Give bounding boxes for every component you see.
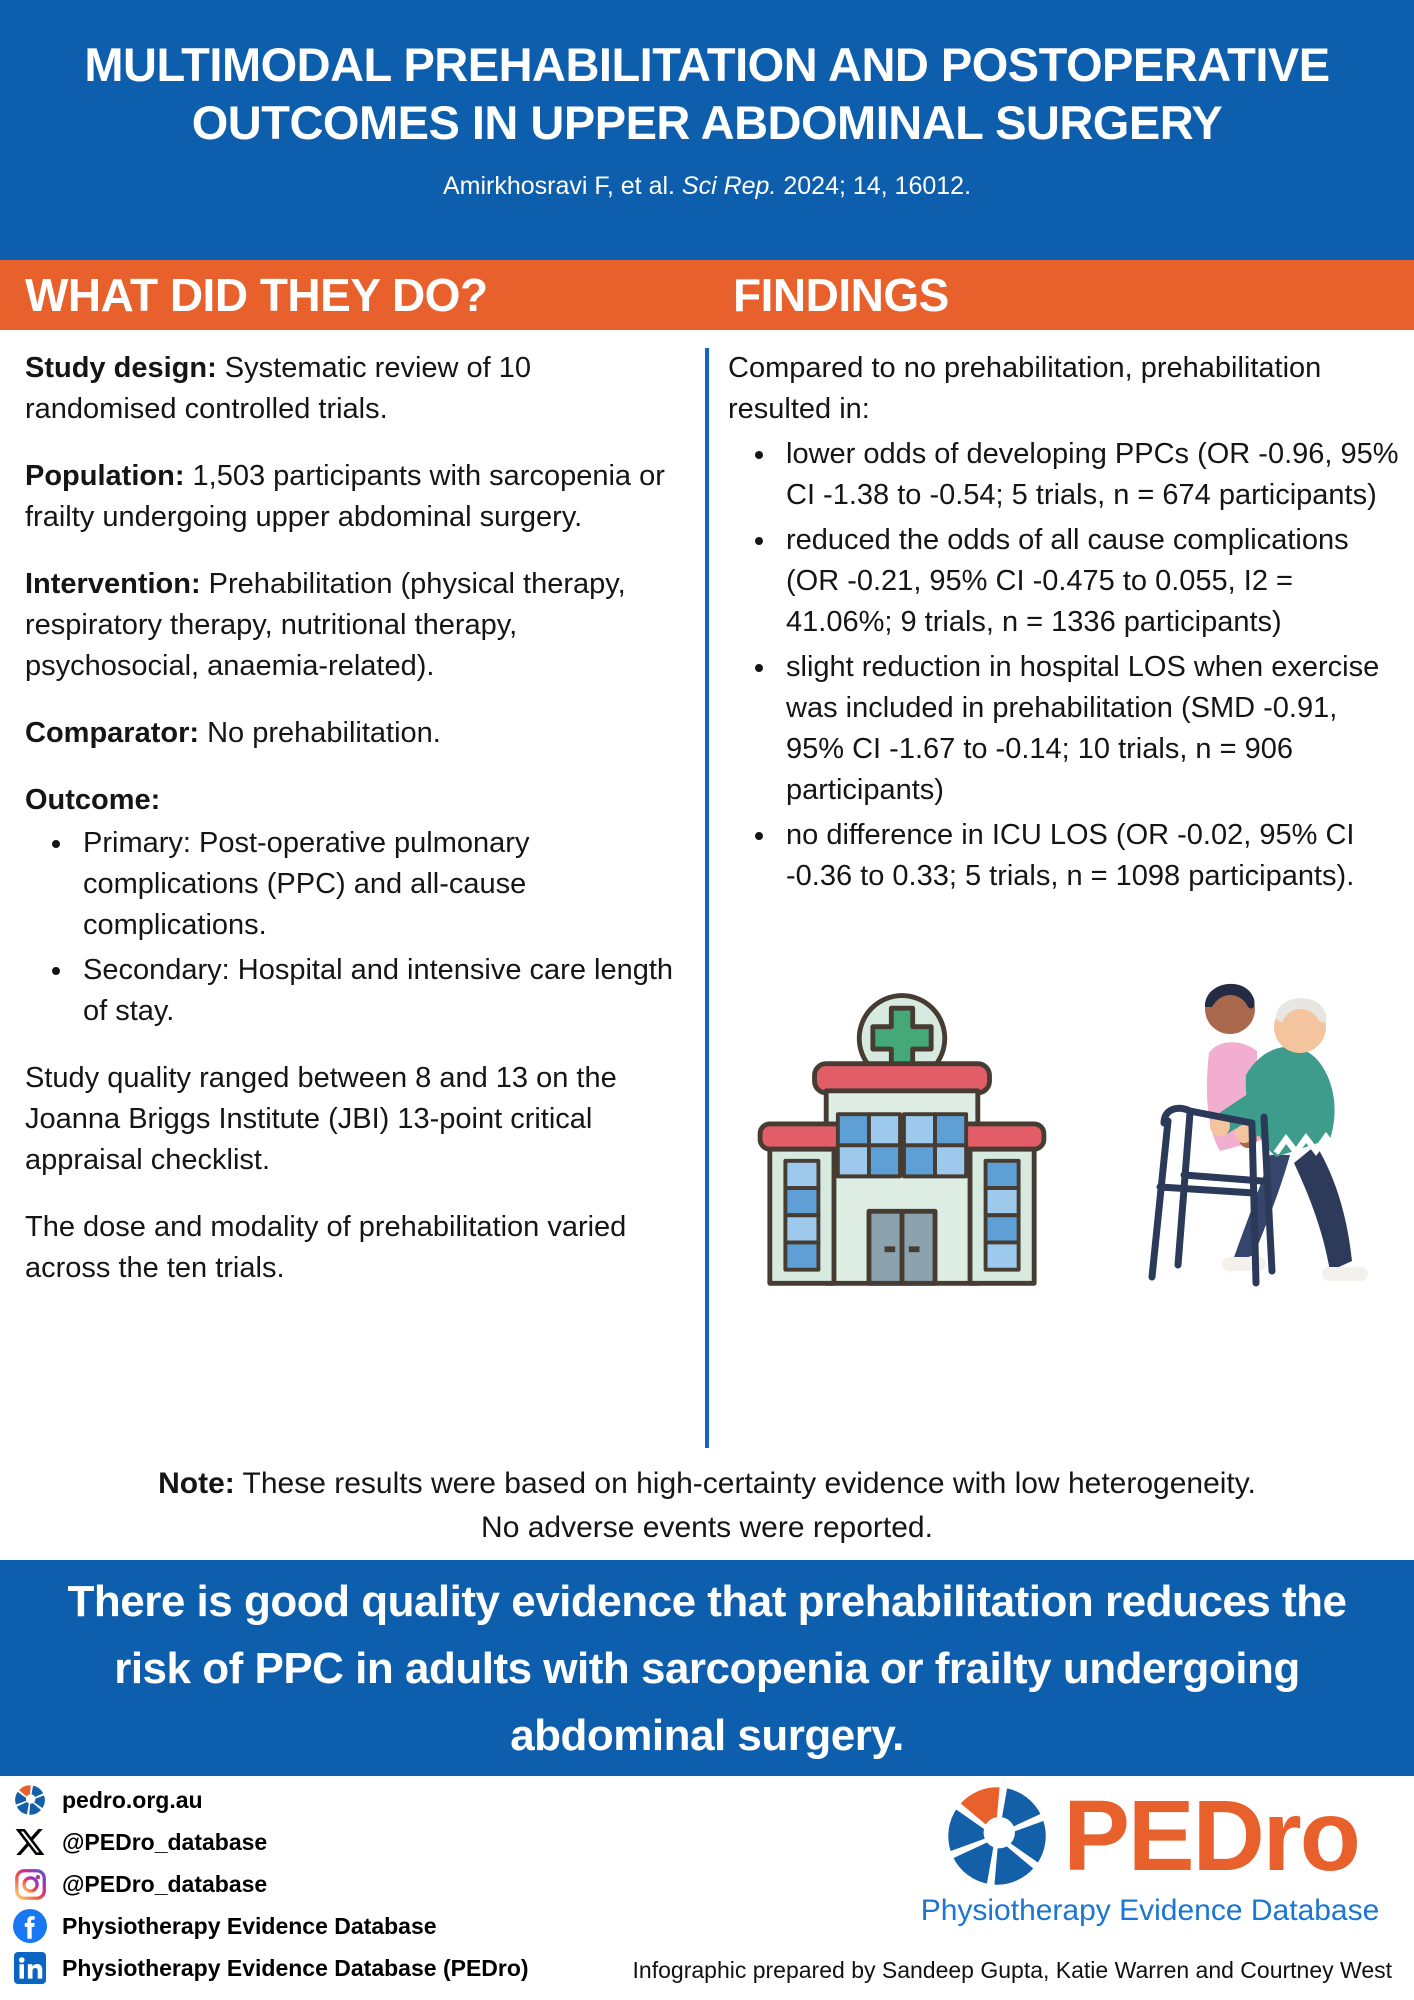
conclusion-text: There is good quality evidence that preh…: [67, 1576, 1347, 1760]
population-paragraph: Population: 1,503 participants with sarc…: [25, 460, 665, 533]
comparator-paragraph: Comparator: No prehabilitation.: [25, 717, 441, 749]
list-item: Primary: Post-operative pulmonary compli…: [75, 823, 687, 946]
social-row-website[interactable]: pedro.org.au: [12, 1782, 529, 1818]
list-item: reduced the odds of all cause complicati…: [778, 520, 1400, 643]
left-column-what-did-they-do: Study design: Systematic review of 10 ra…: [25, 348, 687, 1315]
page-title: MULTIMODAL PREHABILITATION AND POSTOPERA…: [0, 0, 1414, 152]
section-header-bar: WHAT DID THEY DO? FINDINGS: [0, 260, 1414, 330]
comparator-label: Comparator:: [25, 717, 200, 749]
citation-authors: Amirkhosravi F, et al.: [442, 172, 682, 200]
illustration-row: [728, 923, 1400, 1293]
x-handle-label[interactable]: @PEDro_database: [62, 1828, 268, 1855]
pedro-wordmark: PEDro: [1063, 1780, 1361, 1892]
facebook-page-label[interactable]: Physiotherapy Evidence Database: [62, 1912, 437, 1939]
title-line-2: OUTCOMES IN UPPER ABDOMINAL SURGERY: [191, 96, 1223, 149]
study-design-paragraph: Study design: Systematic review of 10 ra…: [25, 352, 532, 425]
note-line-1: Note: These results were based on high-c…: [158, 1467, 1256, 1500]
pedro-wheel-logo-icon: [941, 1780, 1053, 1892]
intervention-label: Intervention:: [25, 568, 201, 600]
social-row-instagram[interactable]: @PEDro_database: [12, 1866, 529, 1902]
social-links: pedro.org.au @PEDro_database: [12, 1782, 529, 1992]
note-line-2: No adverse events were reported.: [481, 1511, 933, 1544]
conclusion-banner: There is good quality evidence that preh…: [0, 1560, 1414, 1776]
pedro-logo: PEDro Physiotherapy Evidence Database: [900, 1780, 1400, 1928]
note-block: Note: These results were based on high-c…: [0, 1462, 1414, 1550]
pedro-logo-subtitle: Physiotherapy Evidence Database: [920, 1894, 1380, 1927]
walker-frame: [1148, 1104, 1276, 1287]
footer: pedro.org.au @PEDro_database: [0, 1776, 1414, 2000]
website-link-label[interactable]: pedro.org.au: [62, 1786, 203, 1813]
section-title-findings: FINDINGS: [733, 269, 949, 321]
caregiver-walker-illustration: [1090, 923, 1398, 1293]
instagram-icon: [12, 1866, 48, 1902]
note-label: Note:: [158, 1467, 235, 1500]
outcome-heading: Outcome:: [25, 784, 161, 816]
linkedin-icon: [12, 1950, 48, 1986]
credit-line: Infographic prepared by Sandeep Gupta, K…: [632, 1957, 1392, 1983]
findings-intro: Compared to no prehabilitation, prehabil…: [728, 352, 1322, 425]
section-title-what-did-they-do: WHAT DID THEY DO?: [25, 269, 488, 321]
pedro-wheel-icon: [12, 1782, 48, 1818]
social-row-x[interactable]: @PEDro_database: [12, 1824, 529, 1860]
x-twitter-icon: [12, 1824, 48, 1860]
intervention-paragraph: Intervention: Prehabilitation (physical …: [25, 568, 626, 682]
population-label: Population:: [25, 460, 185, 492]
column-divider: [705, 348, 709, 1448]
title-line-1: MULTIMODAL PREHABILITATION AND POSTOPERA…: [84, 38, 1330, 91]
list-item: Secondary: Hospital and intensive care l…: [75, 950, 687, 1032]
social-row-facebook[interactable]: Physiotherapy Evidence Database: [12, 1908, 529, 1944]
header-banner: MULTIMODAL PREHABILITATION AND POSTOPERA…: [0, 0, 1414, 260]
study-design-label: Study design:: [25, 352, 217, 384]
hospital-icon: [757, 993, 1047, 1286]
study-quality-paragraph: Study quality ranged between 8 and 13 on…: [25, 1062, 617, 1176]
social-row-linkedin[interactable]: Physiotherapy Evidence Database (PEDro): [12, 1950, 529, 1986]
dose-modality-paragraph: The dose and modality of prehabilitation…: [25, 1211, 627, 1284]
right-column-findings: Compared to no prehabilitation, prehabil…: [728, 348, 1400, 1293]
hospital-building-illustration: [756, 982, 1048, 1293]
list-item: slight reduction in hospital LOS when ex…: [778, 647, 1400, 811]
caregiver-helping-elderly-icon: [1148, 983, 1368, 1287]
facebook-icon: [12, 1908, 48, 1944]
instagram-handle-label[interactable]: @PEDro_database: [62, 1870, 268, 1897]
findings-bullet-list: lower odds of developing PPCs (OR -0.96,…: [728, 434, 1400, 897]
citation: Amirkhosravi F, et al. Sci Rep. 2024; 14…: [0, 172, 1414, 201]
list-item: lower odds of developing PPCs (OR -0.96,…: [778, 434, 1400, 516]
list-item: no difference in ICU LOS (OR -0.02, 95% …: [778, 815, 1400, 897]
citation-journal: Sci Rep.: [681, 172, 777, 200]
citation-year: 2024; 14, 16012.: [776, 172, 972, 200]
outcome-bullet-list: Primary: Post-operative pulmonary compli…: [25, 823, 687, 1032]
linkedin-page-label[interactable]: Physiotherapy Evidence Database (PEDro): [62, 1954, 529, 1981]
